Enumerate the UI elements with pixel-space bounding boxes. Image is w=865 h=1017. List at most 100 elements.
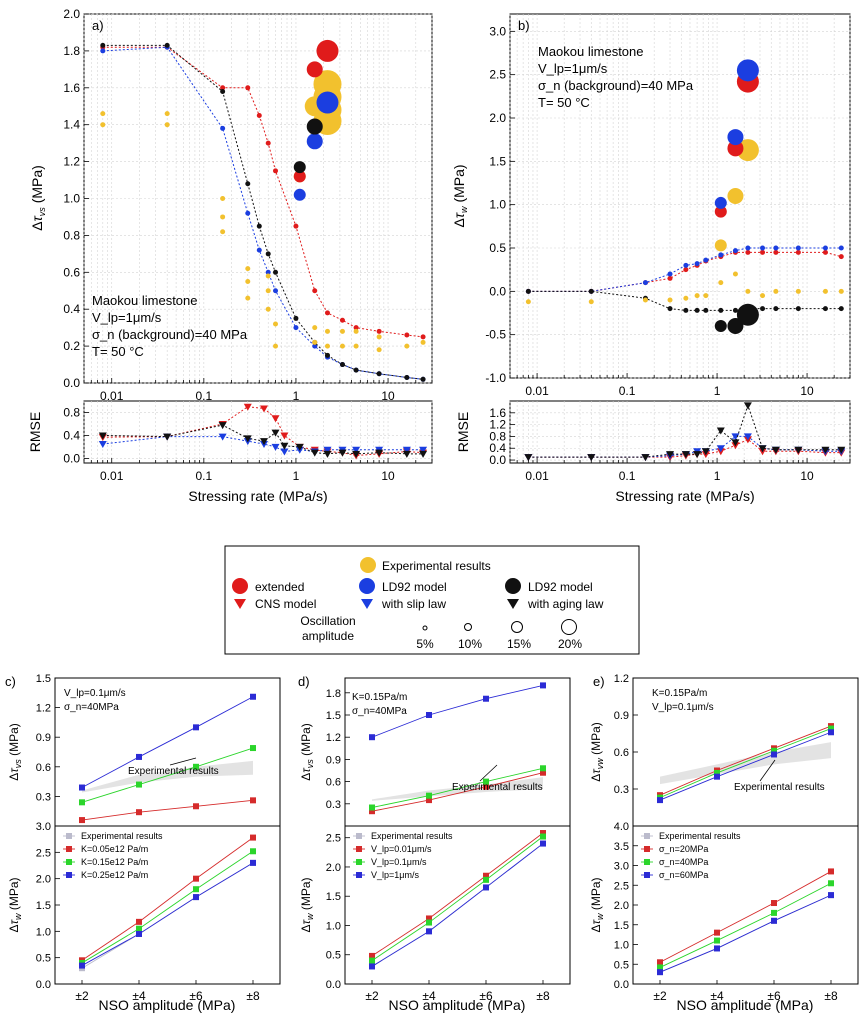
a-point <box>245 279 251 285</box>
a-point <box>245 295 251 301</box>
a-point <box>100 42 106 48</box>
c-top-line-k-0-15e12-pa-m <box>81 747 254 803</box>
b-point <box>694 307 700 313</box>
b-point <box>588 288 594 294</box>
d-top-point <box>369 808 375 815</box>
b-point <box>683 262 689 268</box>
a-big-marker <box>293 161 306 174</box>
c-top-ytick-label: 0.9 <box>36 732 51 744</box>
a-big-marker <box>293 170 306 183</box>
panel-c-band-pointer <box>169 757 197 766</box>
e-bottom-legend-marker <box>644 833 650 839</box>
panel-d-band-label: Experimental results <box>452 782 543 793</box>
a-point <box>265 269 271 275</box>
a-point <box>339 328 345 334</box>
b-point <box>642 280 648 286</box>
a-rmse-point <box>163 433 172 441</box>
d-bottom-point <box>483 876 489 883</box>
c-bottom-point <box>193 886 199 893</box>
a-point <box>376 328 382 334</box>
a-point <box>100 48 106 54</box>
d-top-point <box>483 783 489 790</box>
b-point <box>773 306 779 312</box>
a-point <box>164 42 170 48</box>
e-bottom-legend-marker <box>644 872 650 878</box>
panel-d-xlabel: NSO amplitude (MPa) <box>389 997 526 1013</box>
legend-box: Experimental results extended CNS model … <box>224 545 640 655</box>
d-top-point <box>369 734 375 741</box>
panel-a-rmse-ylabel: RMSE <box>27 412 43 452</box>
c-bottom-line-k-0-25e12-pa-m <box>81 862 254 966</box>
panel-a-ylabel: Δτvs (MPa) <box>29 165 47 231</box>
c-bottom-ytick-label: 0.5 <box>36 953 51 965</box>
panel-b-rmse-ylabel: RMSE <box>455 412 471 452</box>
panel-a-ann-line3: σ_n (background)=40 MPa <box>92 327 248 342</box>
legend-cns-label1: extended <box>255 580 304 594</box>
a-xtick-label: 10 <box>381 389 395 403</box>
c-top-point <box>79 784 85 791</box>
panel-e-bottom-ylabel: Δτw (MPa) <box>589 877 605 932</box>
a-ytick-label: 1.8 <box>63 44 80 58</box>
panel-b-ann-line4: T= 50 °C <box>538 95 590 110</box>
b-big-marker <box>714 239 727 252</box>
d-bottom-xtick-label: ±6 <box>479 989 493 1003</box>
d-bottom-point <box>426 915 432 922</box>
a-ytick-label: 0.8 <box>63 228 80 242</box>
panel-b-ann-line1: Maokou limestone <box>538 44 644 59</box>
panel-d-chart: 0.3 0.6 0.9 1.2 1.5 1.8 0.0 0.5 1.0 1.5 2.0 2.5 ±2 ±… <box>298 674 571 1013</box>
c-bottom-legend-label: K=0.15e12 Pa/m <box>81 857 148 867</box>
panel-d-top-ticks: 0.3 0.6 0.9 1.2 1.5 1.8 <box>326 688 350 811</box>
d-top-point <box>369 804 375 811</box>
a-point <box>404 374 410 380</box>
b-big-marker <box>727 318 744 334</box>
b-rmse-point <box>771 446 780 454</box>
c-bottom-legend-marker <box>66 872 72 878</box>
a-rmse-point <box>280 442 289 450</box>
a-point <box>265 251 271 257</box>
legend-osc-15-marker <box>511 621 523 633</box>
c-bottom-point <box>250 848 256 855</box>
c-bottom-point <box>136 930 142 937</box>
a-point <box>376 371 382 377</box>
e-bottom-ytick-label: 0.5 <box>614 959 629 971</box>
d-top-point <box>540 765 546 772</box>
c-bottom-xtick-label: ±4 <box>132 989 146 1003</box>
legend-exp-marker <box>360 557 376 573</box>
d-bottom-ytick-label: 2.5 <box>326 833 341 845</box>
a-big-marker <box>306 61 323 78</box>
b-point <box>718 252 724 258</box>
b-point <box>745 245 751 251</box>
panel-c-top-marks <box>79 693 256 824</box>
d-bottom-point <box>426 928 432 935</box>
a-point <box>420 376 426 382</box>
b-point <box>795 245 801 251</box>
a-point <box>324 328 330 334</box>
legend-osc-20-marker <box>561 619 577 635</box>
b-rmse-point <box>716 445 725 453</box>
d-bottom-ytick-label: 1.0 <box>326 920 341 932</box>
e-top-point <box>828 725 834 732</box>
e-bottom-line--_n-20mpa <box>659 871 832 963</box>
a-point <box>353 367 359 373</box>
b-big-marker <box>714 205 727 218</box>
e-bottom-xtick-label: ±4 <box>710 989 724 1003</box>
a-point <box>273 269 279 275</box>
b-rmse-point <box>701 448 710 456</box>
a-point <box>164 122 170 128</box>
a-rmse-line-ld92-model-with-slip-law <box>102 436 424 453</box>
b-xtick-label: 1 <box>714 384 721 398</box>
b-rmse-point <box>731 439 740 447</box>
panel-b-ann-line3: σ_n (background)=40 MPa <box>538 78 694 93</box>
legend-slip-label1: LD92 model <box>382 580 447 594</box>
b-rmse-point <box>641 454 650 462</box>
b-ytick-label: 3.0 <box>489 24 506 38</box>
a-rmse-line-extended-cns-model <box>102 406 424 457</box>
panel-e-xlabel: NSO amplitude (MPa) <box>677 997 814 1013</box>
b-rmse-ytick-label: 0.0 <box>489 453 506 467</box>
a-rmse-point <box>352 450 361 458</box>
a-rmse-point <box>323 446 332 454</box>
b-rmse-point <box>758 445 767 453</box>
e-top-exp-band <box>660 742 831 785</box>
panel-c-ann-line1: V_lp=0.1μm/s <box>64 688 126 699</box>
c-bottom-xtick-label: ±6 <box>189 989 203 1003</box>
